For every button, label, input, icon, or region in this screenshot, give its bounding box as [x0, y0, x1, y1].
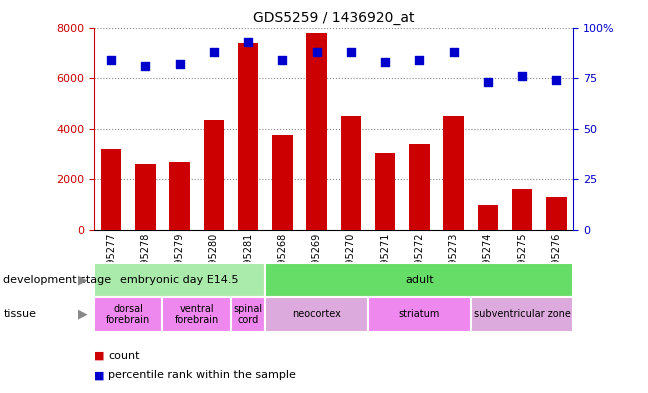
Text: ■: ■ [94, 351, 104, 361]
Point [106, 57, 116, 63]
Point [448, 49, 459, 55]
Bar [238, 43, 259, 230]
Point [277, 57, 288, 63]
Bar [443, 116, 464, 230]
Point [243, 39, 253, 45]
Point [380, 59, 390, 65]
Point [174, 61, 185, 67]
Point [517, 73, 527, 79]
Point [209, 49, 219, 55]
Bar [546, 197, 566, 230]
Bar [231, 297, 265, 332]
Text: spinal
cord: spinal cord [233, 304, 262, 325]
Bar [203, 120, 224, 230]
Bar [94, 297, 163, 332]
Bar [341, 116, 361, 230]
Bar [169, 162, 190, 230]
Bar [512, 189, 533, 230]
Bar [101, 149, 121, 230]
Text: adult: adult [405, 275, 434, 285]
Bar [375, 153, 395, 230]
Bar [265, 297, 368, 332]
Point [312, 49, 322, 55]
Bar [470, 297, 573, 332]
Point [483, 79, 493, 85]
Bar [94, 263, 265, 297]
Text: development stage: development stage [3, 275, 111, 285]
Text: ▶: ▶ [78, 274, 87, 286]
Bar [409, 144, 430, 230]
Text: percentile rank within the sample: percentile rank within the sample [108, 370, 296, 380]
Bar [368, 297, 470, 332]
Text: subventricular zone: subventricular zone [474, 309, 570, 320]
Text: dorsal
forebrain: dorsal forebrain [106, 304, 150, 325]
Bar [265, 263, 573, 297]
Text: ventral
forebrain: ventral forebrain [174, 304, 219, 325]
Point [414, 57, 424, 63]
Text: neocortex: neocortex [292, 309, 341, 320]
Point [551, 77, 562, 83]
Text: ■: ■ [94, 370, 104, 380]
Title: GDS5259 / 1436920_at: GDS5259 / 1436920_at [253, 11, 415, 25]
Bar [135, 164, 156, 230]
Bar [163, 297, 231, 332]
Point [345, 49, 356, 55]
Text: count: count [108, 351, 140, 361]
Bar [272, 135, 293, 230]
Text: tissue: tissue [3, 309, 36, 320]
Bar [307, 33, 327, 230]
Text: ▶: ▶ [78, 308, 87, 321]
Text: embryonic day E14.5: embryonic day E14.5 [121, 275, 239, 285]
Text: striatum: striatum [399, 309, 440, 320]
Bar [478, 205, 498, 230]
Point [140, 63, 150, 69]
